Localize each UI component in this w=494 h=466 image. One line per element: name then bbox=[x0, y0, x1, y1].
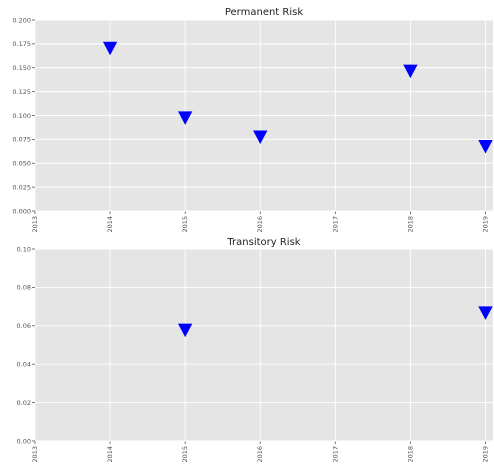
data-point bbox=[253, 130, 268, 145]
y-tick-label: 0.10 bbox=[17, 245, 31, 253]
x-tick-label: 2018 bbox=[406, 446, 414, 463]
chart-permanent-risk: 2013 2014 2015 2016 2017 2018 2019 0.000 0.025 0.… bbox=[12, 7, 493, 233]
x-tick-label: 2013 bbox=[31, 216, 39, 233]
y-tick-label: 0.00 bbox=[17, 437, 31, 445]
x-tick-label: 2016 bbox=[256, 446, 264, 463]
y-tick-label: 0.06 bbox=[17, 322, 31, 330]
plot-area bbox=[35, 249, 493, 441]
chart-title: Transitory Risk bbox=[226, 237, 300, 248]
x-tick-label: 2015 bbox=[181, 446, 189, 463]
x-tick-label: 2017 bbox=[331, 446, 339, 463]
x-tick-label: 2016 bbox=[256, 216, 264, 233]
x-tick-label: 2014 bbox=[106, 216, 114, 233]
y-tick-label: 0.100 bbox=[12, 112, 31, 120]
x-tick-label: 2014 bbox=[106, 446, 114, 463]
data-point bbox=[102, 41, 118, 56]
chart-transitory-risk: 2013 2014 2015 2016 2017 2018 2019 0.00 0.02 0.04… bbox=[17, 237, 493, 463]
data-point bbox=[478, 140, 493, 154]
x-tick-label: 2015 bbox=[181, 216, 189, 233]
x-tick-label: 2018 bbox=[406, 216, 414, 233]
y-tick-label: 0.075 bbox=[12, 136, 31, 144]
data-point bbox=[177, 111, 193, 125]
data-point bbox=[403, 64, 418, 79]
data-point bbox=[478, 306, 493, 320]
y-tick-label: 0.050 bbox=[12, 160, 31, 168]
y-tick-label: 0.000 bbox=[12, 207, 31, 215]
x-tick-label: 2019 bbox=[481, 216, 489, 233]
y-tick-label: 0.04 bbox=[17, 361, 31, 369]
y-tick-label: 0.150 bbox=[12, 64, 31, 72]
x-tick-label: 2017 bbox=[331, 216, 339, 233]
chart-title: Permanent Risk bbox=[225, 7, 303, 18]
y-tick-label: 0.02 bbox=[17, 399, 31, 407]
x-tick-label: 2019 bbox=[481, 446, 489, 463]
x-tick-label: 2013 bbox=[31, 446, 39, 463]
y-tick-label: 0.08 bbox=[17, 284, 31, 292]
y-tick-label: 0.175 bbox=[12, 40, 31, 48]
data-point bbox=[177, 323, 193, 338]
y-tick-label: 0.025 bbox=[12, 183, 31, 191]
y-tick-label: 0.125 bbox=[12, 88, 31, 96]
y-tick-label: 0.200 bbox=[12, 16, 31, 24]
